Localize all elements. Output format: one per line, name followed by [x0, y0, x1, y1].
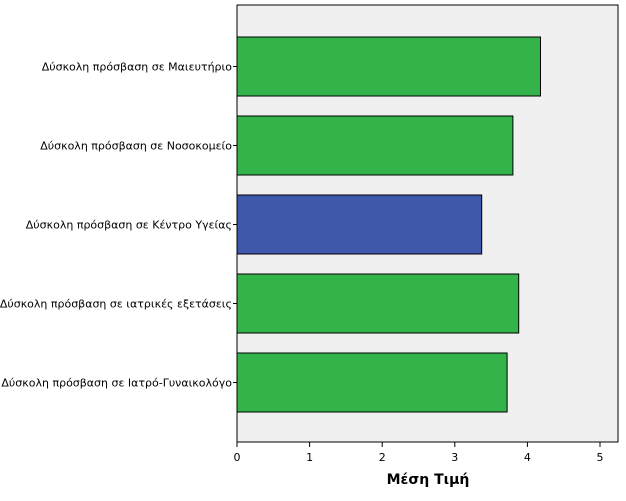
x-tick-label-5: 5: [597, 451, 604, 464]
bar-5: [236, 352, 508, 413]
x-tick-label-0: 0: [234, 451, 241, 464]
category-label-5: Δύσκολη πρόσβαση σε Ιατρό-Γυναικολόγο: [1, 377, 232, 390]
bars-group: [236, 36, 541, 413]
category-label-3: Δύσκολη πρόσβαση σε Κέντρο Υγείας: [26, 219, 232, 232]
x-axis-title: Μέση Τιμή: [387, 472, 470, 488]
category-labels: Δύσκολη πρόσβαση σε Μαιευτήριο Δύσκολη πρ…: [0, 61, 237, 390]
x-tick-label-2: 2: [379, 451, 386, 464]
bar-4: [236, 273, 520, 334]
x-tick-label-3: 3: [451, 451, 458, 464]
category-label-1: Δύσκολη πρόσβαση σε Μαιευτήριο: [42, 61, 233, 74]
x-axis: 0 1 2 3 4 5: [234, 442, 604, 464]
x-tick-label-1: 1: [306, 451, 313, 464]
category-label-2: Δύσκολη πρόσβαση σε Νοσοκομείο: [40, 140, 232, 153]
bar-1: [236, 36, 541, 97]
category-label-4: Δύσκολη πρόσβαση σε ιατρικές εξετάσεις: [0, 298, 232, 311]
bar-2: [236, 115, 514, 176]
bar-3: [236, 194, 483, 255]
x-tick-label-4: 4: [524, 451, 531, 464]
